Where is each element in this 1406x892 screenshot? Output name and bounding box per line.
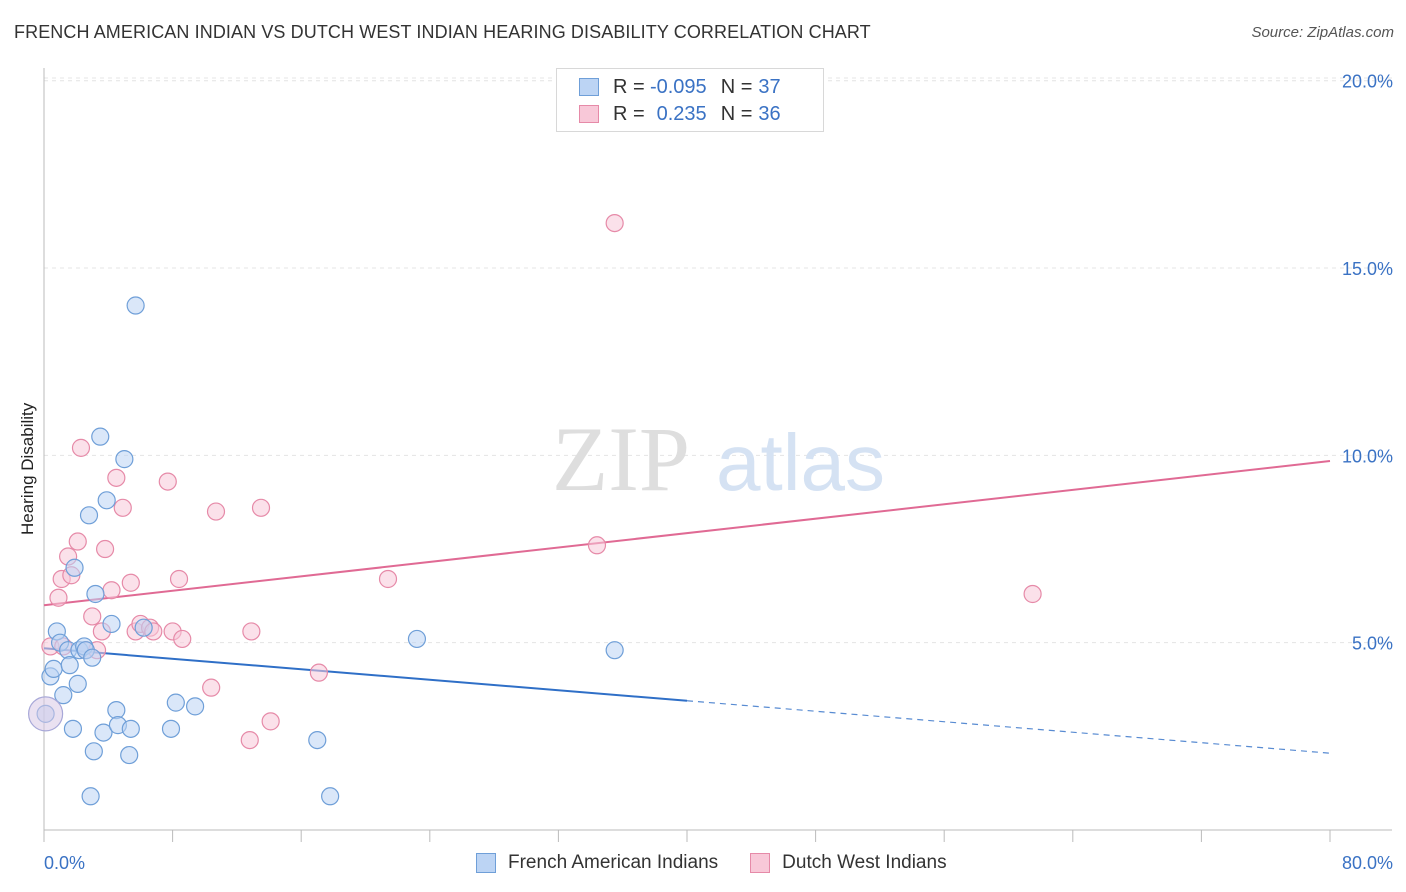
data-point-dutch-west-indians [121,573,140,592]
chart-title: FRENCH AMERICAN INDIAN VS DUTCH WEST IND… [14,22,871,42]
data-point-dutch-west-indians [206,502,226,521]
data-point-french-american-indians [120,745,139,765]
data-point-dutch-west-indians [95,539,115,559]
data-point-dutch-west-indians [240,730,259,750]
data-point-dutch-west-indians [68,532,87,551]
y-axis-label: Hearing Disability [18,402,37,535]
y-tick-label: 10.0% [1342,446,1393,466]
x-tick-label: 0.0% [44,853,85,873]
data-point-dutch-west-indians [71,438,91,457]
data-point-french-american-indians [83,648,102,667]
data-point-french-american-indians [102,614,121,634]
legend-r-label: R = [613,75,645,98]
data-point-dutch-west-indians [309,663,328,682]
data-point-french-american-indians [94,723,113,742]
data-point-french-american-indians [126,296,145,315]
trend-line-pink [43,459,1331,607]
legend-n-label: N = [720,102,753,125]
data-point-french-american-indians [60,656,79,675]
watermark-atlas: atlas [716,418,885,507]
legend-item-french-american-indians[interactable]: French American Indians [476,852,718,874]
legend-r-value: -0.095 [649,75,707,98]
legend-n-label: N = [720,75,753,98]
data-point-french-american-indians [44,659,63,679]
data-point-french-american-indians [134,618,153,637]
data-point-french-american-indians [63,719,83,738]
legend-row-blue: R = -0.095 N = 37 [579,74,781,100]
legend-label: French American Indians [508,852,719,873]
data-point-dutch-west-indians [587,536,607,555]
legend-n-value: 37 [758,75,781,98]
data-point-dutch-west-indians [113,498,132,517]
data-point-dutch-west-indians [158,472,177,491]
data-point-french-american-indians [321,787,340,806]
legend-swatch-pink [579,105,599,123]
data-point-french-american-indians [166,693,185,712]
trend-lines [43,459,1331,754]
data-point-dutch-west-indians [173,629,192,649]
data-point-french-american-indians [65,558,84,577]
data-point-french-american-indians [84,742,103,761]
data-point-french-american-indians [407,629,427,649]
watermark-zip: ZIP [552,408,690,510]
legend-label: Dutch West Indians [782,852,947,873]
data-point-french-american-indians [186,697,205,716]
data-point-french-american-indians [91,427,110,446]
data-point-dutch-west-indians [49,588,68,607]
legend-swatch-blue [476,853,496,873]
legend-swatch-blue [579,78,599,96]
data-point-dutch-west-indians [107,468,126,487]
data-point-french-american-indians [86,584,105,604]
trend-line-blue-dashed [686,700,1331,754]
data-point-dutch-west-indians [83,607,102,626]
data-point-dutch-west-indians [251,498,271,517]
data-point-french-american-indians [308,730,327,750]
legend-row-pink: R = 0.235 N = 36 [579,101,781,127]
data-point-french-american-indians [161,719,181,738]
data-point-dutch-west-indians [261,712,280,731]
y-tick-label: 5.0% [1352,634,1393,654]
data-point-french-american-indians [97,491,116,510]
stats-legend: R = -0.095 N = 37 R = 0.235 N = 36 [556,68,824,132]
legend-item-dutch-west-indians[interactable]: Dutch West Indians [750,852,947,874]
legend-r-value: 0.235 [656,102,707,125]
data-point-french-american-indians [605,641,624,660]
data-points [28,213,1042,806]
data-point-french-american-indians [68,674,87,693]
legend-r-label: R = [613,102,645,125]
data-point-french-american-indians [79,506,99,525]
data-point-french-american-indians [121,719,140,738]
y-tick-label: 20.0% [1342,72,1393,92]
data-point-dutch-west-indians [1023,584,1042,604]
data-point-dutch-west-indians [102,581,121,600]
grid-lines [44,77,1392,644]
data-point-dutch-west-indians [169,569,189,589]
data-point-dutch-west-indians [242,622,261,641]
trend-line-blue [43,647,688,702]
x-tick-label: 80.0% [1342,853,1393,873]
data-point-french-american-indians [115,450,134,469]
data-point-cluster [28,696,64,732]
data-point-dutch-west-indians [202,678,221,697]
legend-swatch-pink [750,853,771,873]
data-point-dutch-west-indians [605,213,624,233]
legend-n-value: 36 [758,102,781,125]
source-label: Source: ZipAtlas.com [1251,24,1394,41]
tick-labels: 5.0% 10.0% 15.0% 20.0% 0.0% 80.0% [44,72,1393,873]
data-point-french-american-indians [54,686,73,705]
data-point-dutch-west-indians [378,569,398,589]
y-tick-label: 15.0% [1342,259,1393,279]
series-legend: French American Indians Dutch West India… [476,852,979,874]
data-point-french-american-indians [81,787,100,806]
data-point-french-american-indians [107,701,126,720]
